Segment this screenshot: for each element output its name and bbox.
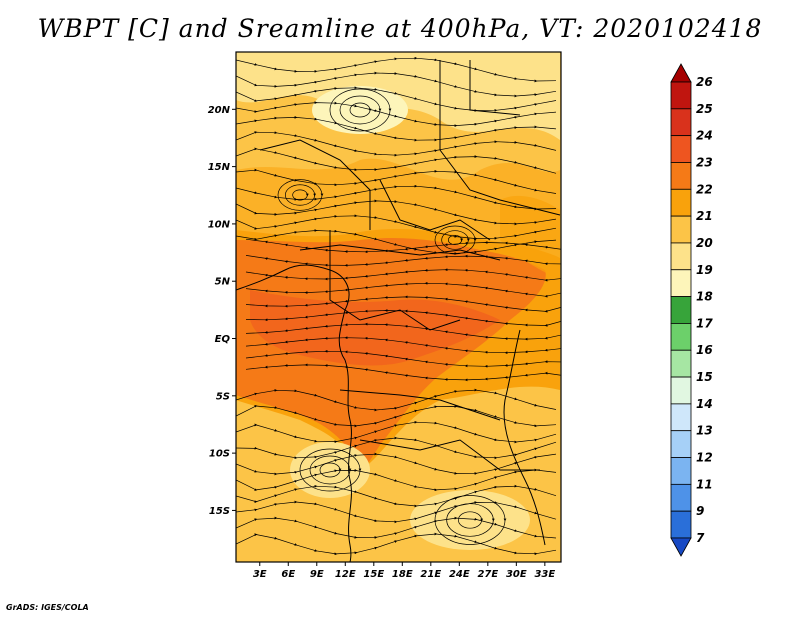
colorbar-label: 22	[696, 182, 713, 196]
colorbar-segment	[670, 376, 692, 405]
latitude-axis: 20N 15N 10N 5N EQ 5S 10S 15S	[208, 105, 236, 517]
colorbar-segment	[670, 242, 692, 271]
lat-tick-label: 15N	[208, 162, 231, 173]
colorbar-segment	[670, 108, 692, 137]
colorbar-label: 26	[696, 75, 713, 89]
streamline	[339, 95, 382, 125]
lat-tick-label: EQ	[215, 334, 231, 345]
colorbar-label: 20	[696, 236, 713, 250]
colorbar-label: 23	[696, 155, 713, 169]
lon-tick-label: 9E	[310, 569, 324, 580]
lat-tick-label: 20N	[208, 105, 231, 116]
colorbar-segment	[670, 269, 692, 297]
colorbar-label: 16	[696, 343, 713, 357]
lon-tick-label: 21E	[420, 569, 441, 580]
colorbar-segment	[670, 135, 692, 163]
lat-tick-label: 10N	[208, 219, 231, 230]
streamline	[236, 532, 557, 556]
colorbar-segment	[670, 483, 692, 512]
colorbar-label: 25	[696, 102, 713, 116]
colorbar-segment	[670, 188, 692, 217]
lat-tick-label: 5N	[215, 277, 231, 288]
colorbar-segment	[670, 63, 692, 83]
colorbar-segment	[670, 403, 692, 432]
colorbar-label: 19	[696, 263, 713, 277]
colorbar-label: 7	[696, 531, 705, 545]
streamline	[245, 268, 561, 282]
lon-tick-label: 33E	[534, 569, 555, 580]
colorbar-label: 11	[696, 477, 713, 491]
lon-tick-label: 27E	[477, 569, 498, 580]
lon-tick-label: 18E	[392, 569, 413, 580]
streamline	[245, 363, 561, 382]
lon-tick-label: 15E	[363, 569, 384, 580]
colorbar-segment	[670, 296, 692, 324]
streamline	[277, 179, 324, 211]
streamline	[245, 295, 561, 313]
colorbar-label: 21	[696, 209, 713, 223]
streamline	[441, 230, 470, 250]
colorbar-segment	[670, 430, 692, 458]
lon-tick-label: 30E	[506, 569, 527, 580]
streamline	[329, 88, 392, 132]
streamline	[245, 281, 561, 298]
streamline	[309, 455, 352, 485]
streamline	[245, 238, 561, 254]
wbpt-shading	[236, 52, 561, 562]
colorbar-segment	[670, 457, 692, 485]
streamline	[319, 462, 342, 478]
country-borders	[236, 60, 561, 562]
streamline	[236, 168, 557, 194]
streamline	[245, 254, 561, 267]
map-title: WBPT [C] and Sreamline at 400hPa, VT: 20…	[37, 14, 763, 43]
streamline	[446, 503, 495, 537]
colorbar-label: 15	[696, 370, 713, 384]
colorbar-label: 12	[696, 451, 713, 465]
streamline	[457, 511, 484, 529]
lon-tick-label: 6E	[281, 569, 295, 580]
colorbar: 26 25 24 23 22 21 20 19 18 17 16 15 14 13 12 11 9 7	[670, 63, 713, 557]
colorbar-segment	[670, 162, 692, 190]
lon-tick-label: 24E	[449, 569, 470, 580]
streamline	[236, 147, 557, 174]
colorbar-segment	[670, 510, 692, 539]
colorbar-segment	[670, 323, 692, 351]
colorbar-label: 9	[696, 504, 704, 518]
colorbar-segment	[670, 349, 692, 378]
colorbar-segment	[670, 215, 692, 244]
colorbar-label: 18	[696, 290, 713, 304]
streamline	[299, 448, 362, 492]
streamline	[292, 189, 309, 201]
streamline	[236, 468, 557, 492]
lat-tick-label: 15S	[209, 506, 230, 517]
lat-tick-label: 10S	[209, 449, 230, 460]
streamline	[434, 495, 507, 545]
streamline	[236, 404, 557, 428]
lat-tick-label: 5S	[216, 391, 230, 402]
longitude-axis: 3E 6E 9E 12E 15E 18E 21E 24E 27E 30E 33E	[253, 562, 555, 580]
streamlines	[236, 56, 561, 556]
streamline	[447, 234, 464, 246]
lon-tick-label: 12E	[335, 569, 356, 580]
streamline	[349, 102, 372, 118]
grads-credit: GrADS: IGES/COLA	[6, 603, 89, 612]
colorbar-label: 13	[696, 424, 713, 438]
colorbar-label: 24	[696, 129, 713, 143]
lon-tick-label: 3E	[253, 569, 267, 580]
streamline	[284, 184, 317, 206]
colorbar-label: 14	[696, 397, 713, 411]
colorbar-label: 17	[696, 316, 713, 330]
colorbar-segment	[670, 81, 692, 110]
map-frame	[235, 51, 562, 563]
colorbar-segment	[670, 537, 692, 557]
